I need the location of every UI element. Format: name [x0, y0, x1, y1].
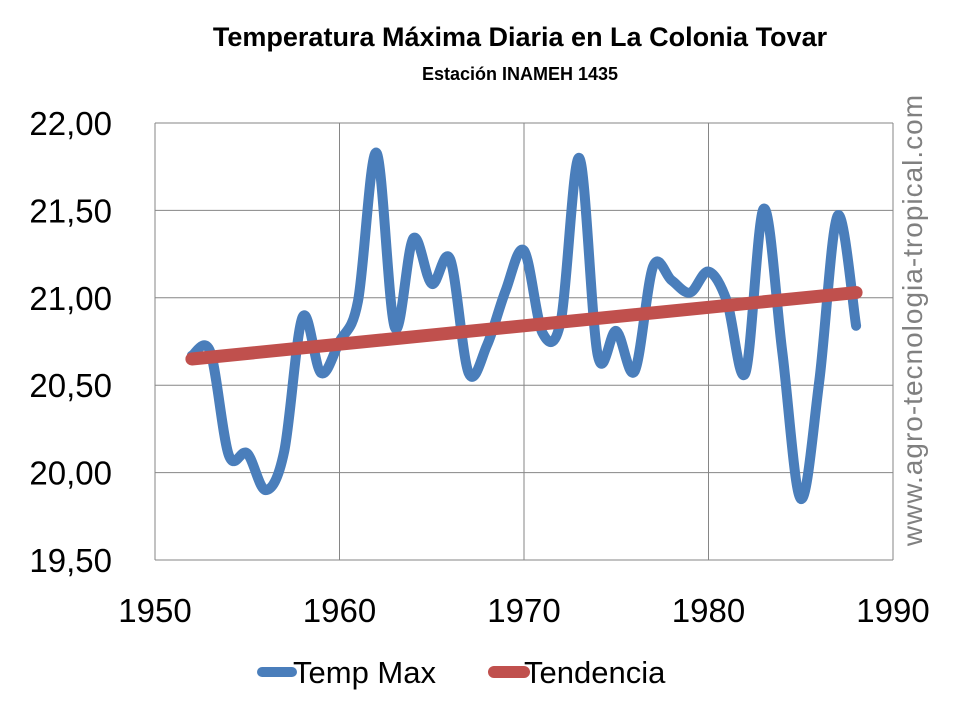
chart-subtitle: Estación INAMEH 1435 — [421, 64, 619, 84]
y-tick-label: 20,00 — [29, 455, 112, 492]
y-tick-label: 20,50 — [29, 367, 112, 404]
x-tick-label: 1960 — [303, 592, 376, 629]
series-tendencia-line — [185, 286, 863, 366]
y-tick-label: 19,50 — [29, 542, 112, 579]
chart-title: Temperatura Máxima Diaria en La Colonia … — [212, 22, 828, 52]
x-tick-label: 1970 — [487, 592, 560, 629]
legend-tendencia-label: Tendencia — [524, 655, 666, 690]
y-tick-label: 21,50 — [29, 192, 112, 229]
x-tick-label: 1990 — [856, 592, 929, 629]
y-tick-label: 22,00 — [29, 105, 112, 142]
legend-temp-max-label: Temp Max — [293, 655, 436, 690]
x-tick-label: 1980 — [672, 592, 745, 629]
y-tick-label: 21,00 — [29, 280, 112, 317]
x-tick-label: 1950 — [118, 592, 191, 629]
